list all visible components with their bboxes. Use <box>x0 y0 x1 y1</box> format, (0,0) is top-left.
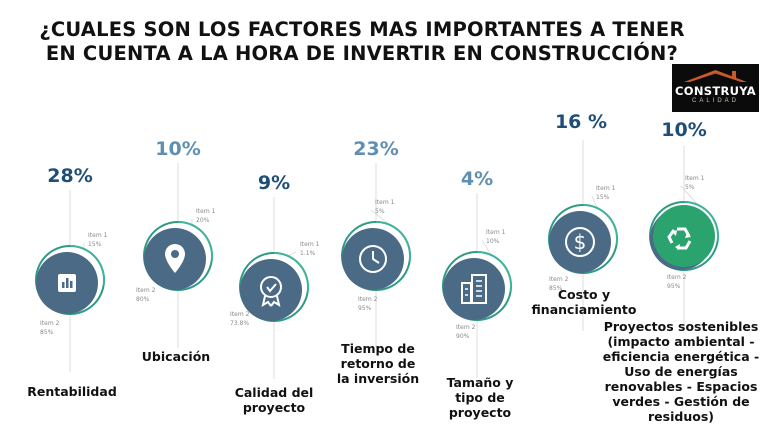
clock-hands <box>372 251 380 264</box>
item2-name: Item 2 <box>667 274 687 281</box>
item1-value: 5% <box>685 184 695 191</box>
percent-label: 10% <box>155 138 200 160</box>
item2-value: 90% <box>456 333 470 340</box>
logo-sub: CALIDAD <box>691 98 739 104</box>
clock-icon <box>359 245 387 273</box>
item1-value: 15% <box>88 241 102 248</box>
pin-shape <box>165 244 185 273</box>
badge-ribbon <box>261 295 281 308</box>
chart-title: ¿CUALES SON LOS FACTORES MAS IMPORTANTES… <box>39 18 685 65</box>
item1-name: Item 1 <box>300 241 320 248</box>
recycle-disc <box>653 205 715 267</box>
building-tall <box>471 274 487 304</box>
quality-badge-icon <box>260 276 282 308</box>
item2-value: 85% <box>40 329 54 336</box>
item2-name: Item 2 <box>230 311 250 318</box>
factor-label: Rentabilidad <box>27 384 117 399</box>
percent-label: 16 % <box>555 111 607 133</box>
clock-face <box>359 245 387 273</box>
building-windows <box>465 280 482 297</box>
item2-value: 95% <box>358 305 372 312</box>
factor-label: Costo y financiamiento <box>531 287 637 317</box>
recycle-heads <box>672 230 691 250</box>
item2-value: 95% <box>667 283 681 290</box>
bar-3 <box>70 281 73 288</box>
item1-name: Item 1 <box>196 208 216 215</box>
bar-2 <box>66 278 69 288</box>
badge-check <box>266 283 277 293</box>
badge-ring <box>260 276 282 298</box>
item2-value: 85% <box>549 285 563 292</box>
item1-value: 5% <box>375 208 385 215</box>
factor-label: Tamaño y tipo de proyecto <box>446 375 514 420</box>
location-pin-icon <box>165 244 185 273</box>
item2-value: 73.8% <box>230 320 249 327</box>
percent-label: 9% <box>258 172 290 194</box>
dollar-icon: $ <box>565 227 595 257</box>
percent-label: 28% <box>47 165 92 187</box>
construya-calidad-logo: CONSTRUYA CALIDAD <box>672 64 759 112</box>
item2-name: Item 2 <box>40 320 60 327</box>
item2-name: Item 2 <box>456 324 476 331</box>
item1-value: 20% <box>196 217 210 224</box>
icon-disc <box>549 211 611 273</box>
icon-disc <box>443 258 505 320</box>
building-icon <box>461 274 487 304</box>
leader-line <box>680 185 699 206</box>
recycle-arrows <box>667 227 692 250</box>
bar-1 <box>62 282 65 288</box>
item1-value: 10% <box>486 238 500 245</box>
recycle-icon <box>653 205 715 267</box>
item1-name: Item 1 <box>596 185 616 192</box>
factor-label: Proyectos sostenibles (impacto ambiental… <box>602 319 760 424</box>
percent-label: 4% <box>461 168 493 190</box>
leader-line <box>591 195 598 209</box>
factor-label: Ubicación <box>141 349 211 364</box>
item1-name: Item 1 <box>88 232 108 239</box>
factor-label: Tiempo de retorno de la inversión <box>336 341 420 386</box>
item2-name: Item 2 <box>136 287 156 294</box>
dollar-sign: $ <box>574 230 587 254</box>
item1-value: 1.1% <box>300 250 316 257</box>
factor-label: Calidad del proyecto <box>234 385 314 415</box>
item2-value: 80% <box>136 296 150 303</box>
leader-line <box>370 209 391 226</box>
leader-line <box>481 239 492 256</box>
coin-ring <box>565 227 595 257</box>
item1-name: Item 1 <box>486 229 506 236</box>
percent-label: 10% <box>661 119 706 141</box>
item1-name: Item 1 <box>685 175 705 182</box>
item1-name: Item 1 <box>375 199 395 206</box>
bar-chart-icon <box>58 274 76 292</box>
roof-icon <box>684 70 747 82</box>
pin-hole <box>171 250 179 258</box>
percent-label: 23% <box>353 138 398 160</box>
item2-name: Item 2 <box>358 296 378 303</box>
item2-name: Item 2 <box>549 276 569 283</box>
leader-line <box>287 251 297 257</box>
logo-brand: CONSTRUYA <box>675 84 756 98</box>
item1-value: 15% <box>596 194 610 201</box>
